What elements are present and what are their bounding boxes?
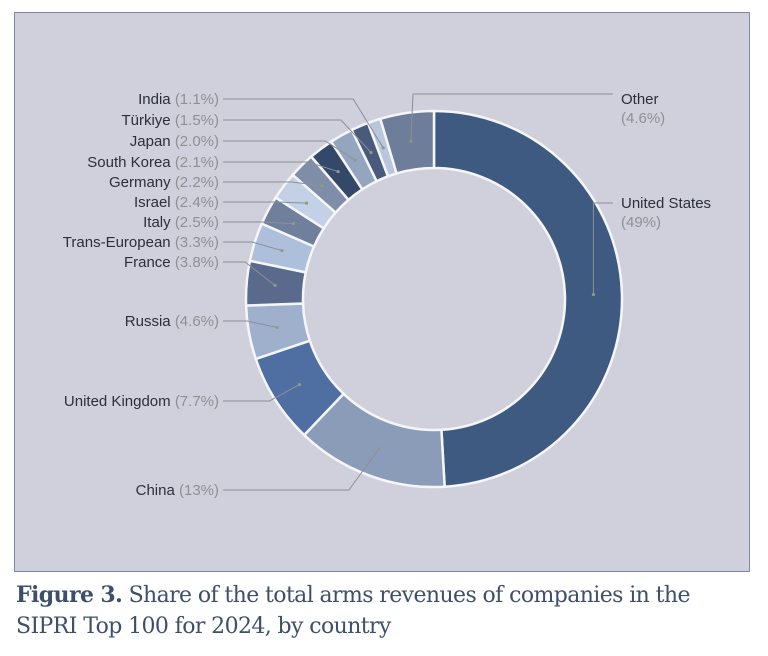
leader-line-t-rkiye [223,119,372,153]
donut-chart: United States (49%) China (13%) United King… [63,91,711,499]
leader-dot-united-states [591,292,596,297]
label-other: Other [621,91,659,108]
leader-dot-south-korea [336,169,340,174]
label-france: France (3.8%) [124,254,219,271]
leader-line-trans-european [223,241,283,252]
label-percent-united-states: (49%) [621,214,661,231]
label-russia: Russia (4.6%) [125,313,219,330]
label-percent: (2.1%) [175,154,219,171]
label-south-korea: South Korea (2.1%) [87,154,219,171]
label-percent: (3.3%) [175,234,219,251]
label-percent: (1.5%) [175,112,219,129]
label-japan: Japan (2.0%) [130,133,219,150]
label-germany: Germany (2.2%) [109,174,219,191]
leader-line-south-korea [223,161,339,173]
leader-dot-italy [291,222,295,226]
leader-line-russia [223,320,278,328]
leader-line-france [223,261,276,286]
label-name: South Korea [87,154,175,171]
slice-other [378,109,436,176]
label-name: Germany [109,174,175,191]
label-trans-european: Trans-European (3.3%) [63,234,219,251]
leader-line-japan [223,140,356,161]
figure-caption: Figure 3. Share of the total arms revenu… [16,580,756,642]
leader-dot-russia [275,325,279,330]
leader-dot-china [377,447,381,451]
leader-dot-united-kingdom [297,383,302,387]
label-percent: (2.2%) [175,174,219,191]
leader-dot-israel [304,201,309,205]
leader-line-germany [223,181,322,187]
label-percent: (2.4%) [175,194,219,211]
leader-line-india [223,98,384,149]
leader-line-italy [223,221,294,225]
leader-dot-france [273,283,277,288]
label-india: India (1.1%) [138,91,219,108]
leader-dot-other [409,139,413,143]
label-name: Japan [130,133,175,150]
label-t-rkiye: Türkiye (1.5%) [121,112,219,129]
label-percent: (7.7%) [175,393,219,410]
label-israel: Israel (2.4%) [134,194,219,211]
leader-dot-t-rkiye [369,150,373,155]
leader-line-united-kingdom [223,384,300,402]
chart-frame: United States (49%) China (13%) United King… [14,12,750,572]
label-percent: (3.8%) [175,254,219,271]
label-name: India [138,91,175,108]
slice-united-states [432,109,624,489]
label-percent: (2.0%) [175,133,219,150]
leader-dot-germany [320,184,324,188]
label-percent: (4.6%) [175,313,219,330]
leader-line-israel [223,201,307,204]
label-name: France [124,254,175,271]
label-percent: (13%) [179,482,219,499]
label-name: United Kingdom [64,393,175,410]
leader-line-china [223,448,380,491]
label-name: Trans-European [63,234,175,251]
label-china: China (13%) [136,482,219,499]
label-name: China [136,482,179,499]
label-percent-other: (4.6%) [621,110,665,127]
leader-line-united-states [592,202,613,295]
caption-text: Share of the total arms revenues of comp… [16,583,690,639]
leader-dot-trans-european [280,248,284,253]
label-name: Israel [134,194,175,211]
leader-line-other [410,93,613,142]
label-name: Russia [125,313,175,330]
label-name: Türkiye [121,112,174,129]
figure-label: Figure 3. [16,582,123,608]
label-united-kingdom: United Kingdom (7.7%) [64,393,219,410]
label-italy: Italy (2.5%) [143,214,219,231]
label-percent: (1.1%) [175,91,219,108]
label-name: Italy [143,214,175,231]
leader-dot-japan [353,158,357,162]
label-united-states: United States [621,195,711,212]
leader-dot-india [381,146,385,150]
label-percent: (2.5%) [175,214,219,231]
